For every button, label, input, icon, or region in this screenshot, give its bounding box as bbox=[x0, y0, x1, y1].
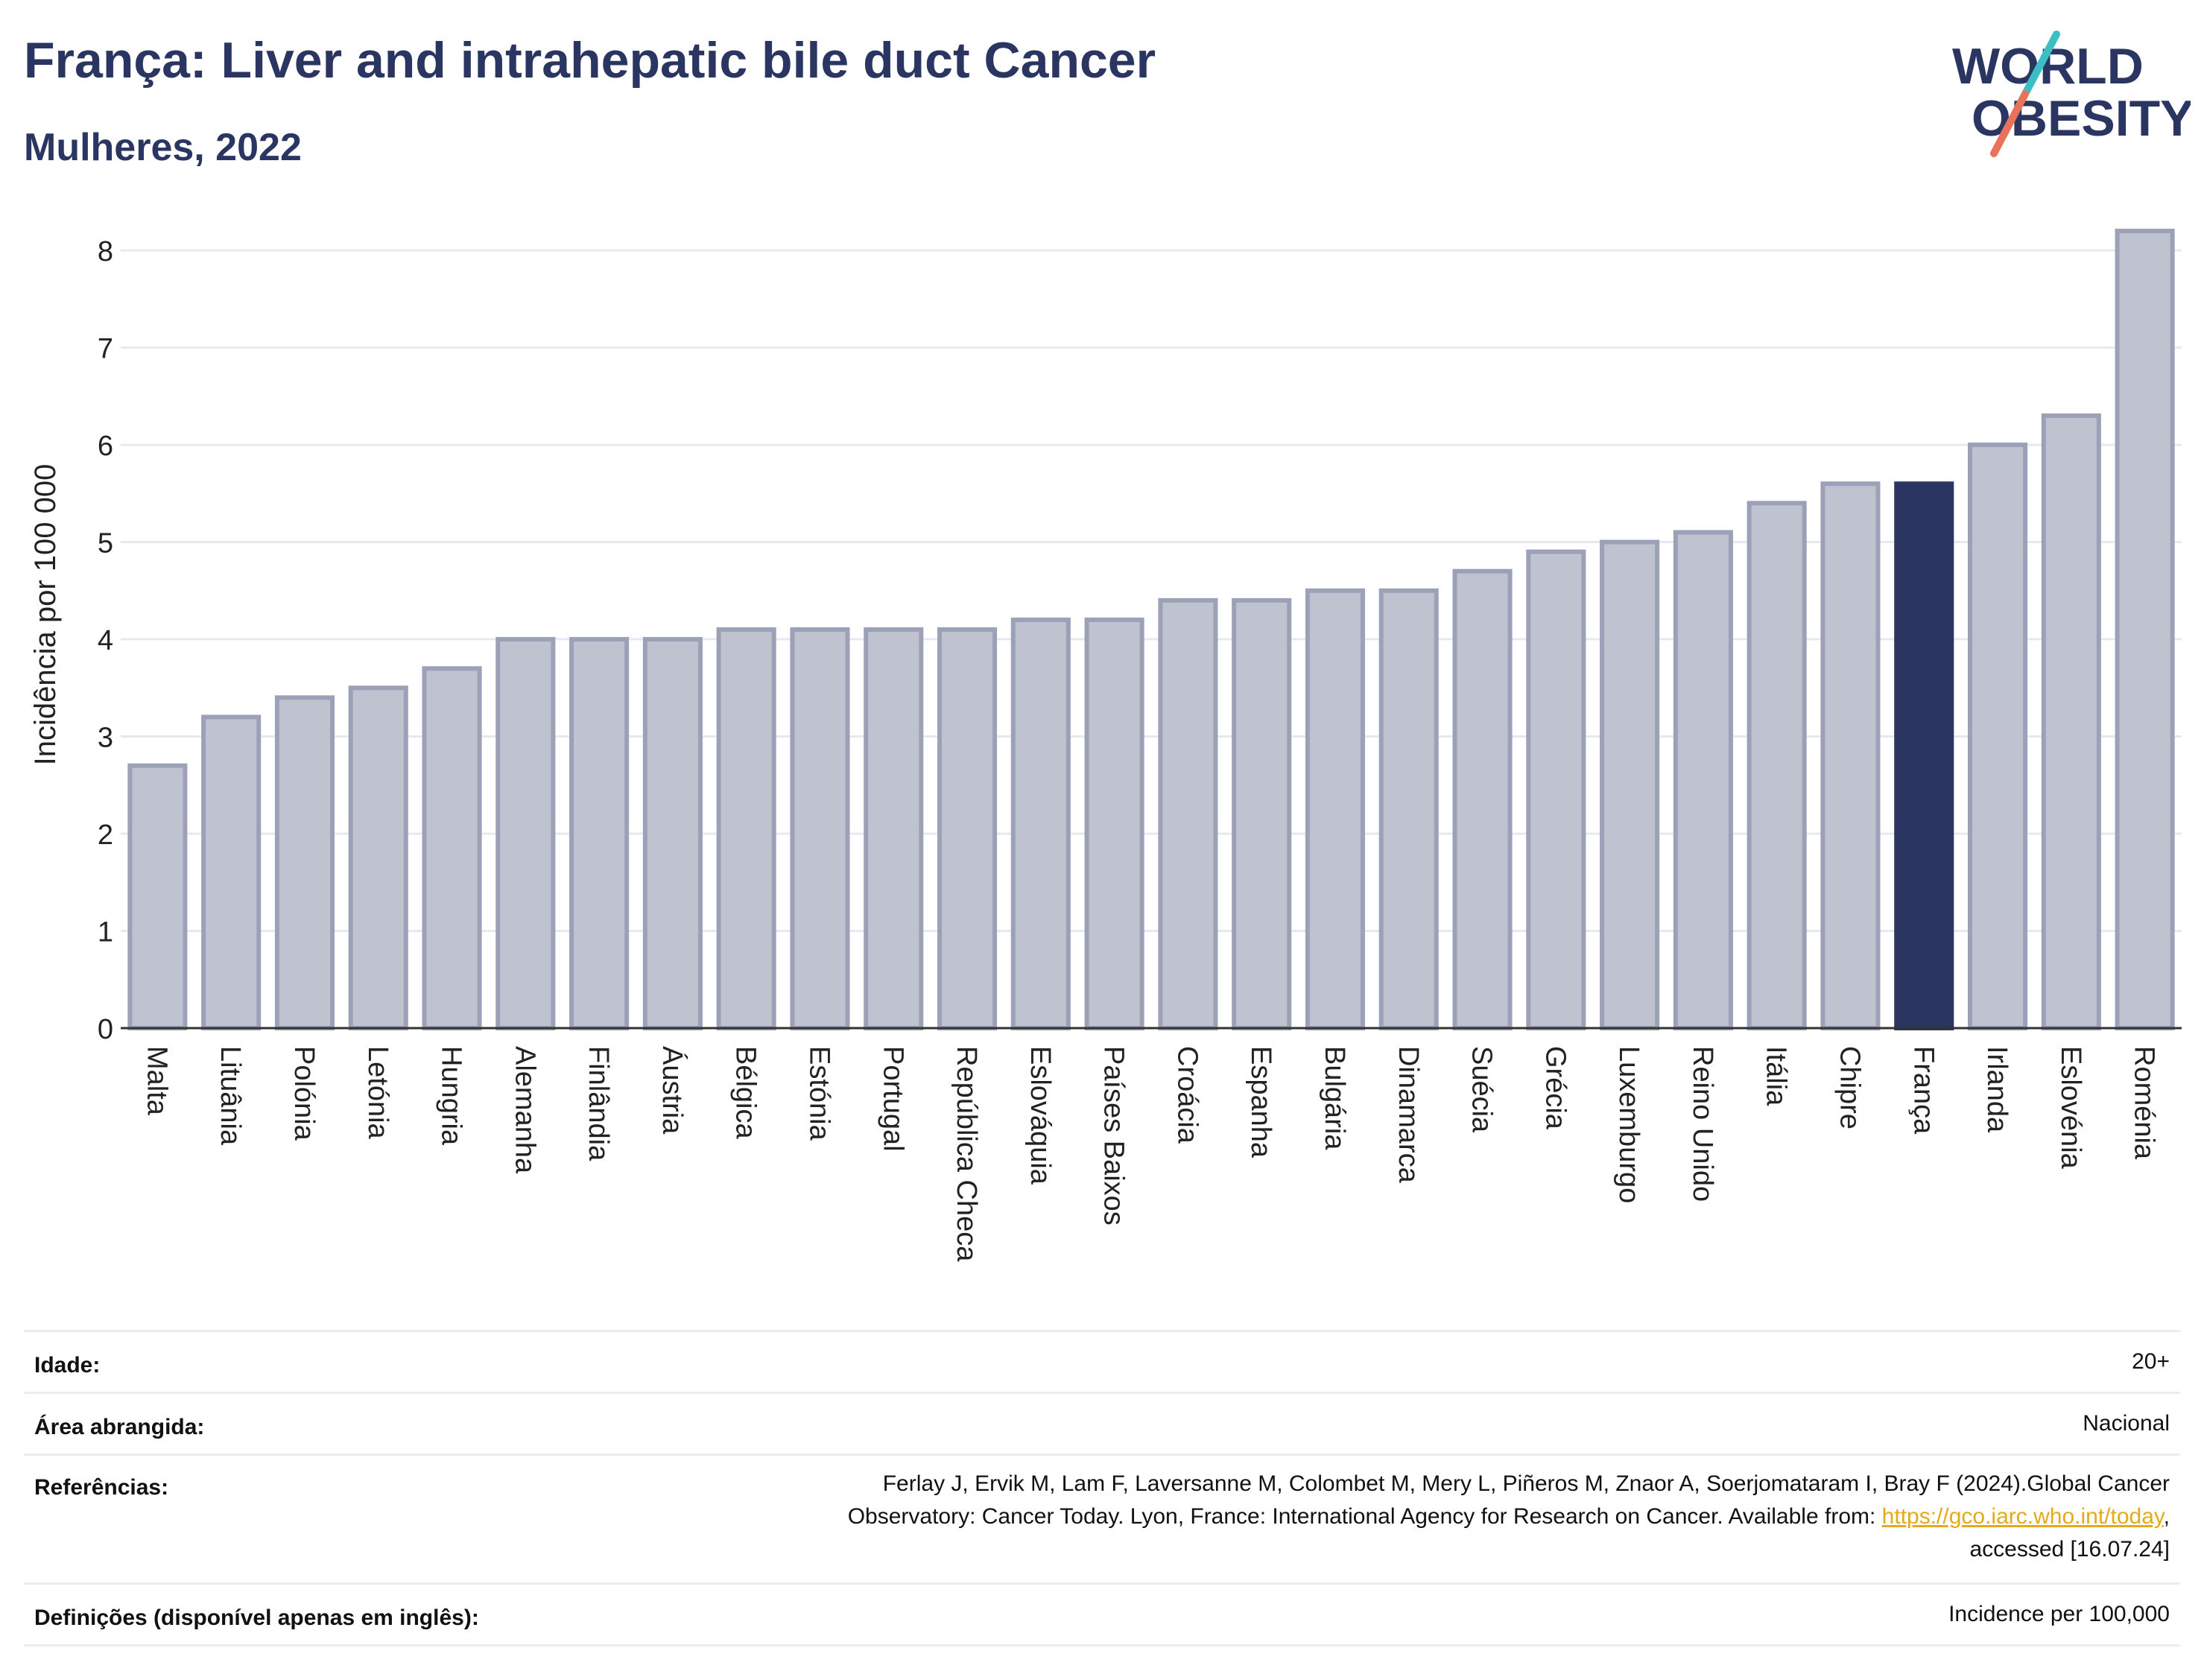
x-tick-label: Países Baixos bbox=[1098, 1046, 1130, 1226]
age-value: 20+ bbox=[2132, 1349, 2170, 1374]
x-tick-label: Grécia bbox=[1539, 1046, 1571, 1130]
x-tick-label: Estónia bbox=[803, 1046, 835, 1141]
bar-lituânia bbox=[201, 714, 262, 1030]
meta-row-area: Área abrangida: Nacional bbox=[24, 1392, 2180, 1454]
meta-row-references: Referências: Ferlay J, Ervik M, Lam F, L… bbox=[24, 1454, 2180, 1582]
x-tick-label: Áustria bbox=[656, 1046, 688, 1135]
bar-dinamarca bbox=[1378, 588, 1439, 1030]
x-tick-label: França bbox=[1907, 1046, 1939, 1135]
y-tick-label: 1 bbox=[98, 917, 113, 948]
x-tick-label: Luxemburgo bbox=[1613, 1046, 1644, 1203]
bar-reino-unido bbox=[1673, 530, 1733, 1030]
bar-países-baixos bbox=[1084, 617, 1144, 1030]
bar-bélgica bbox=[716, 627, 776, 1030]
x-axis-labels: Malta Lituânia Polónia Letónia Hungria Aleman… bbox=[141, 1046, 2159, 1262]
x-tick-label: Espanha bbox=[1245, 1046, 1276, 1158]
bar-croácia bbox=[1158, 597, 1218, 1030]
x-tick-label: Lituânia bbox=[215, 1046, 246, 1146]
y-axis-ticks: 0 1 2 3 4 5 6 7 8 bbox=[98, 236, 113, 1045]
bar-portugal bbox=[864, 627, 924, 1030]
reference-link[interactable]: https://gco.iarc.who.int/today bbox=[1881, 1504, 2164, 1529]
y-axis-label: Incidência por 100 000 bbox=[29, 464, 62, 766]
bar-roménia bbox=[2115, 229, 2175, 1030]
x-tick-label: Bélgica bbox=[730, 1046, 761, 1139]
y-tick-label: 7 bbox=[98, 334, 113, 365]
bar-luxemburgo bbox=[1600, 539, 1660, 1030]
x-tick-label: Eslováquia bbox=[1025, 1046, 1056, 1185]
y-tick-label: 0 bbox=[98, 1014, 113, 1045]
bar-eslováquia bbox=[1010, 617, 1071, 1030]
x-tick-label: Chipre bbox=[1834, 1046, 1865, 1129]
reference-line-2: Observatory: Cancer Today. Lyon, France:… bbox=[847, 1504, 2170, 1529]
bar-suécia bbox=[1452, 568, 1513, 1030]
x-tick-label: Polónia bbox=[288, 1046, 320, 1141]
x-tick-label: Finlândia bbox=[583, 1046, 614, 1161]
references-label: Referências: bbox=[34, 1475, 169, 1500]
x-tick-label: Eslovénia bbox=[2055, 1046, 2086, 1170]
area-value: Nacional bbox=[2083, 1411, 2170, 1436]
chart-subtitle: Mulheres, 2022 bbox=[24, 126, 302, 169]
x-tick-label: Dinamarca bbox=[1393, 1046, 1424, 1184]
bar-finlândia bbox=[569, 637, 630, 1030]
x-tick-label: República Checa bbox=[951, 1046, 982, 1262]
y-tick-label: 8 bbox=[98, 236, 113, 267]
reference-line-1: Ferlay J, Ervik M, Lam F, Laversanne M, … bbox=[882, 1471, 2170, 1496]
meta-bottom-border bbox=[24, 1644, 2180, 1646]
x-tick-label: Itália bbox=[1761, 1046, 1792, 1106]
x-tick-label: Reino Unido bbox=[1687, 1046, 1718, 1202]
x-tick-label: Suécia bbox=[1466, 1046, 1498, 1133]
chart-title: França: Liver and intrahepatic bile duct… bbox=[24, 32, 1156, 89]
meta-row-definitions: Definições (disponível apenas em inglês)… bbox=[24, 1582, 2180, 1644]
bar-chipre bbox=[1820, 481, 1881, 1030]
bar-hungria bbox=[422, 666, 482, 1030]
meta-row-age: Idade: 20+ bbox=[24, 1330, 2180, 1392]
bars bbox=[127, 229, 2175, 1031]
x-tick-label: Portugal bbox=[877, 1046, 908, 1152]
age-label: Idade: bbox=[34, 1353, 101, 1378]
x-tick-label: Croácia bbox=[1171, 1046, 1203, 1144]
x-tick-label: Alemanha bbox=[509, 1046, 540, 1174]
reference-line-3: accessed [16.07.24] bbox=[1969, 1537, 2170, 1562]
bar-áustria bbox=[642, 637, 703, 1030]
bar-malta bbox=[127, 763, 188, 1031]
bar-alemanha bbox=[495, 637, 556, 1030]
bar-estónia bbox=[790, 627, 850, 1030]
bar-grécia bbox=[1526, 549, 1586, 1030]
x-tick-label: Bulgária bbox=[1319, 1046, 1350, 1150]
bar-espanha bbox=[1232, 597, 1292, 1030]
x-tick-label: Hungria bbox=[436, 1046, 467, 1146]
logo-slash-teal bbox=[2021, 31, 2060, 98]
bar-itália bbox=[1747, 501, 1807, 1030]
y-tick-label: 2 bbox=[98, 820, 113, 851]
y-tick-label: 3 bbox=[98, 723, 113, 754]
x-tick-label: Malta bbox=[141, 1046, 172, 1116]
y-tick-label: 6 bbox=[98, 431, 113, 462]
logo-word-obesity: OBESITY bbox=[1972, 90, 2191, 147]
definitions-value: Incidence per 100,000 bbox=[1948, 1602, 2170, 1626]
bar-eslovénia bbox=[2041, 413, 2101, 1030]
bar-letónia bbox=[348, 685, 408, 1030]
bar-polónia bbox=[274, 695, 335, 1031]
definitions-label: Definições (disponível apenas em inglês)… bbox=[34, 1605, 479, 1630]
bar-bulgária bbox=[1305, 588, 1366, 1030]
bar-chart: 0 1 2 3 4 5 6 7 8 Malta Lituânia Polónia Letónia Hun… bbox=[29, 229, 2182, 1262]
world-obesity-logo: WORLD OBESITY bbox=[1952, 31, 2191, 157]
x-tick-label: Letónia bbox=[362, 1046, 393, 1140]
bar-república-checa bbox=[937, 627, 998, 1030]
y-tick-label: 5 bbox=[98, 528, 113, 560]
y-tick-label: 4 bbox=[98, 625, 113, 656]
area-label: Área abrangida: bbox=[34, 1415, 205, 1439]
x-tick-label: Irlanda bbox=[1981, 1046, 2013, 1133]
references-value: Ferlay J, Ervik M, Lam F, Laversanne M, … bbox=[848, 1468, 2170, 1566]
bar-frança bbox=[1894, 481, 1954, 1030]
logo-slash-coral bbox=[1990, 90, 2029, 157]
bar-irlanda bbox=[1967, 443, 2028, 1030]
x-tick-label: Roménia bbox=[2129, 1046, 2160, 1160]
